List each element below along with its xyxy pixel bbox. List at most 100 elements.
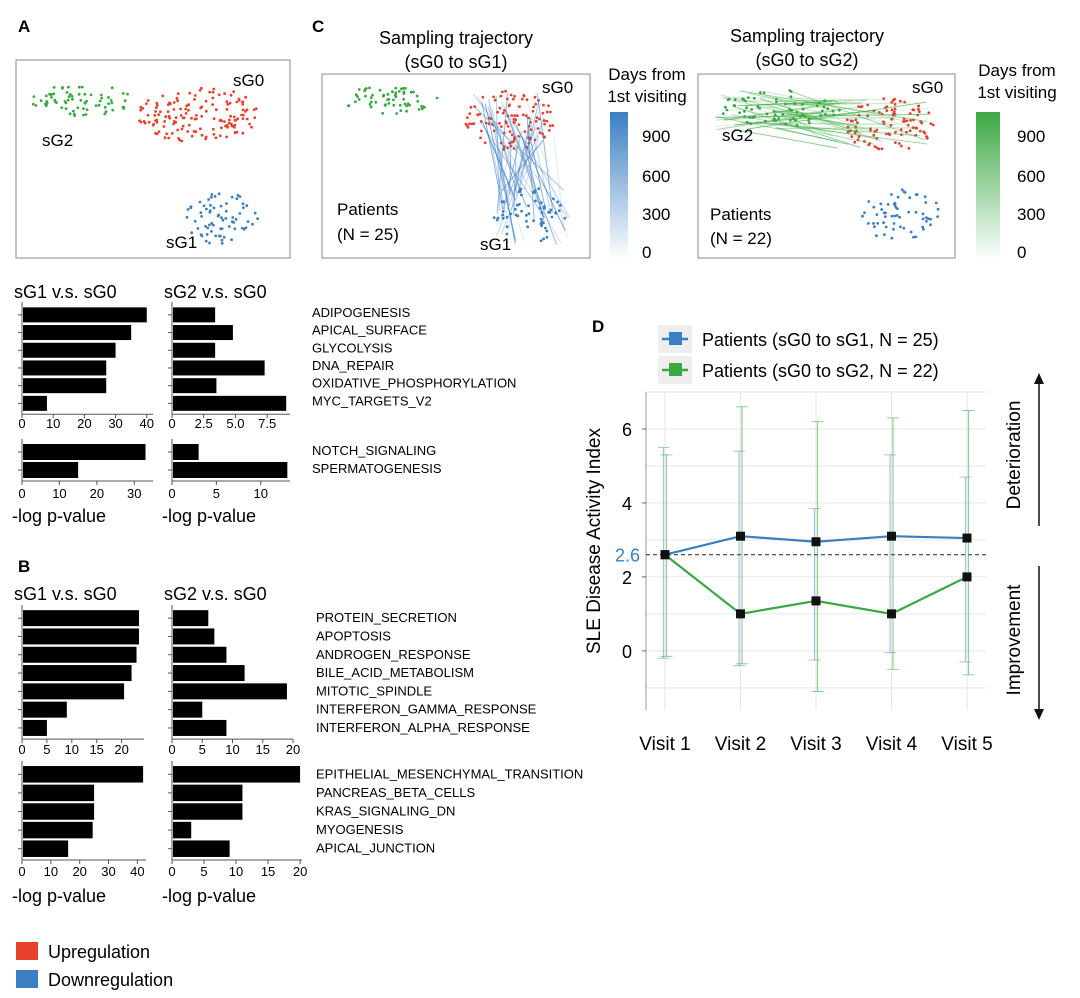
umap-point-sg0 (860, 105, 864, 108)
trajectory-line (746, 101, 927, 130)
pathway-label: APICAL_SURFACE (312, 323, 427, 338)
y-tick-label: 6 (622, 420, 632, 440)
umap-point-sg0 (853, 140, 857, 144)
umap-point-sg1 (230, 220, 234, 224)
umap-point-sg0 (906, 123, 910, 127)
umap-point-sg1 (492, 216, 496, 220)
umap-point-sg2 (403, 102, 407, 106)
umap-point-sg2 (94, 104, 98, 108)
umap-point-sg0 (187, 103, 191, 107)
bar-x-tick-label: 0 (168, 486, 175, 501)
umap-point-sg2 (73, 114, 77, 117)
colorbar-tick-label: 600 (1017, 167, 1045, 186)
umap-point-sg1 (236, 193, 240, 197)
umap-point-sg2 (32, 95, 36, 98)
legend-label: Patients (sG0 to sG2, N = 22) (702, 361, 939, 381)
pathway-label: ADIPOGENESIS (312, 305, 411, 320)
umap-point-sg0 (545, 110, 549, 114)
bar (23, 840, 69, 857)
umap-point-sg0 (142, 120, 146, 123)
umap-point-sg1 (231, 216, 235, 219)
umap-point-sg1 (227, 225, 231, 228)
umap-point-sg1 (914, 210, 918, 214)
umap-point-sg0 (195, 114, 198, 117)
umap-point-sg1 (208, 241, 211, 245)
trajectory-line (740, 121, 921, 137)
bar-x-tick-label: 20 (286, 742, 300, 757)
umap-point-sg1 (884, 225, 888, 229)
umap-point-sg1 (244, 226, 248, 230)
umap-point-sg1 (242, 227, 246, 231)
bar-x-tick-label: 15 (261, 864, 275, 879)
umap-point-sg0 (241, 108, 245, 112)
pathway-label: OXIDATIVE_PHOSPHORYLATION (312, 376, 516, 391)
pathway-label: ANDROGEN_RESPONSE (316, 647, 471, 662)
umap-point-sg1 (893, 214, 896, 218)
bar (23, 628, 140, 645)
umap-point-sg2 (756, 105, 760, 108)
bar-x-tick-label: 20 (72, 864, 86, 879)
umap-point-sg1 (224, 209, 228, 213)
umap-point-sg1 (890, 193, 893, 196)
umap-point-sg0 (909, 119, 912, 122)
umap-point-sg0 (501, 111, 505, 115)
umap-point-sg0 (170, 132, 174, 135)
umap-point-sg0 (190, 116, 193, 120)
bar-x-tick-label: 5 (43, 742, 50, 757)
umap-point-sg2 (79, 99, 83, 102)
umap-point-sg0 (899, 128, 903, 132)
umap-point-sg2 (67, 95, 71, 99)
umap-point-sg0 (147, 120, 151, 124)
umap-point-sg2 (762, 91, 766, 95)
umap-point-sg2 (52, 92, 56, 96)
umap-point-sg0 (176, 92, 180, 95)
umap-point-sg0 (227, 121, 231, 125)
c-left-n: (N = 25) (337, 225, 399, 244)
bar (173, 719, 227, 736)
umap-point-sg0 (875, 137, 879, 140)
umap-point-sg2 (83, 92, 87, 96)
x-tick-label: Visit 4 (866, 734, 918, 755)
umap-point-sg0 (175, 96, 179, 100)
c-right-n: (N = 22) (710, 229, 772, 248)
umap-point-sg2 (121, 92, 125, 95)
umap-point-sg1 (896, 207, 899, 211)
umap-point-sg0 (918, 129, 922, 133)
trajectory-line (497, 147, 525, 242)
umap-point-sg0 (180, 139, 184, 143)
umap-point-sg0 (533, 95, 537, 99)
umap-point-sg1 (219, 204, 223, 208)
umap-point-sg0 (510, 114, 514, 117)
umap-point-sg1 (205, 233, 209, 236)
umap-point-sg0 (894, 141, 897, 145)
umap-point-sg2 (774, 97, 778, 101)
umap-point-sg1 (199, 233, 203, 237)
umap-point-sg2 (126, 92, 129, 96)
umap-point-sg2 (381, 111, 384, 115)
umap-point-sg1 (912, 235, 915, 239)
umap-point-sg2 (801, 107, 805, 111)
umap-point-sg2 (758, 91, 762, 94)
umap-point-sg1 (210, 221, 214, 225)
c-left-label-sg1: sG1 (480, 235, 511, 254)
umap-point-sg0 (208, 90, 212, 94)
umap-point-sg0 (517, 134, 520, 138)
bar-x-axis-label: -log p-value (12, 506, 106, 526)
umap-point-sg2 (103, 105, 107, 109)
umap-point-sg0 (212, 132, 216, 136)
bar-chart-title: sG2 v.s. sG0 (164, 282, 267, 302)
trajectory-line (785, 110, 822, 140)
umap-point-sg0 (248, 122, 252, 126)
bar (173, 784, 243, 802)
umap-point-sg0 (180, 127, 184, 131)
pathway-label: INTERFERON_ALPHA_RESPONSE (316, 720, 530, 735)
cbar-left-title-2: 1st visiting (607, 87, 686, 106)
umap-point-sg1 (900, 188, 904, 192)
umap-point-sg0 (146, 99, 150, 102)
umap-point-sg0 (237, 99, 241, 102)
bar (173, 342, 216, 358)
umap-point-sg1 (883, 233, 886, 237)
trajectory-line (496, 92, 509, 214)
trajectory-line (730, 114, 878, 140)
umap-point-sg1 (537, 187, 541, 191)
